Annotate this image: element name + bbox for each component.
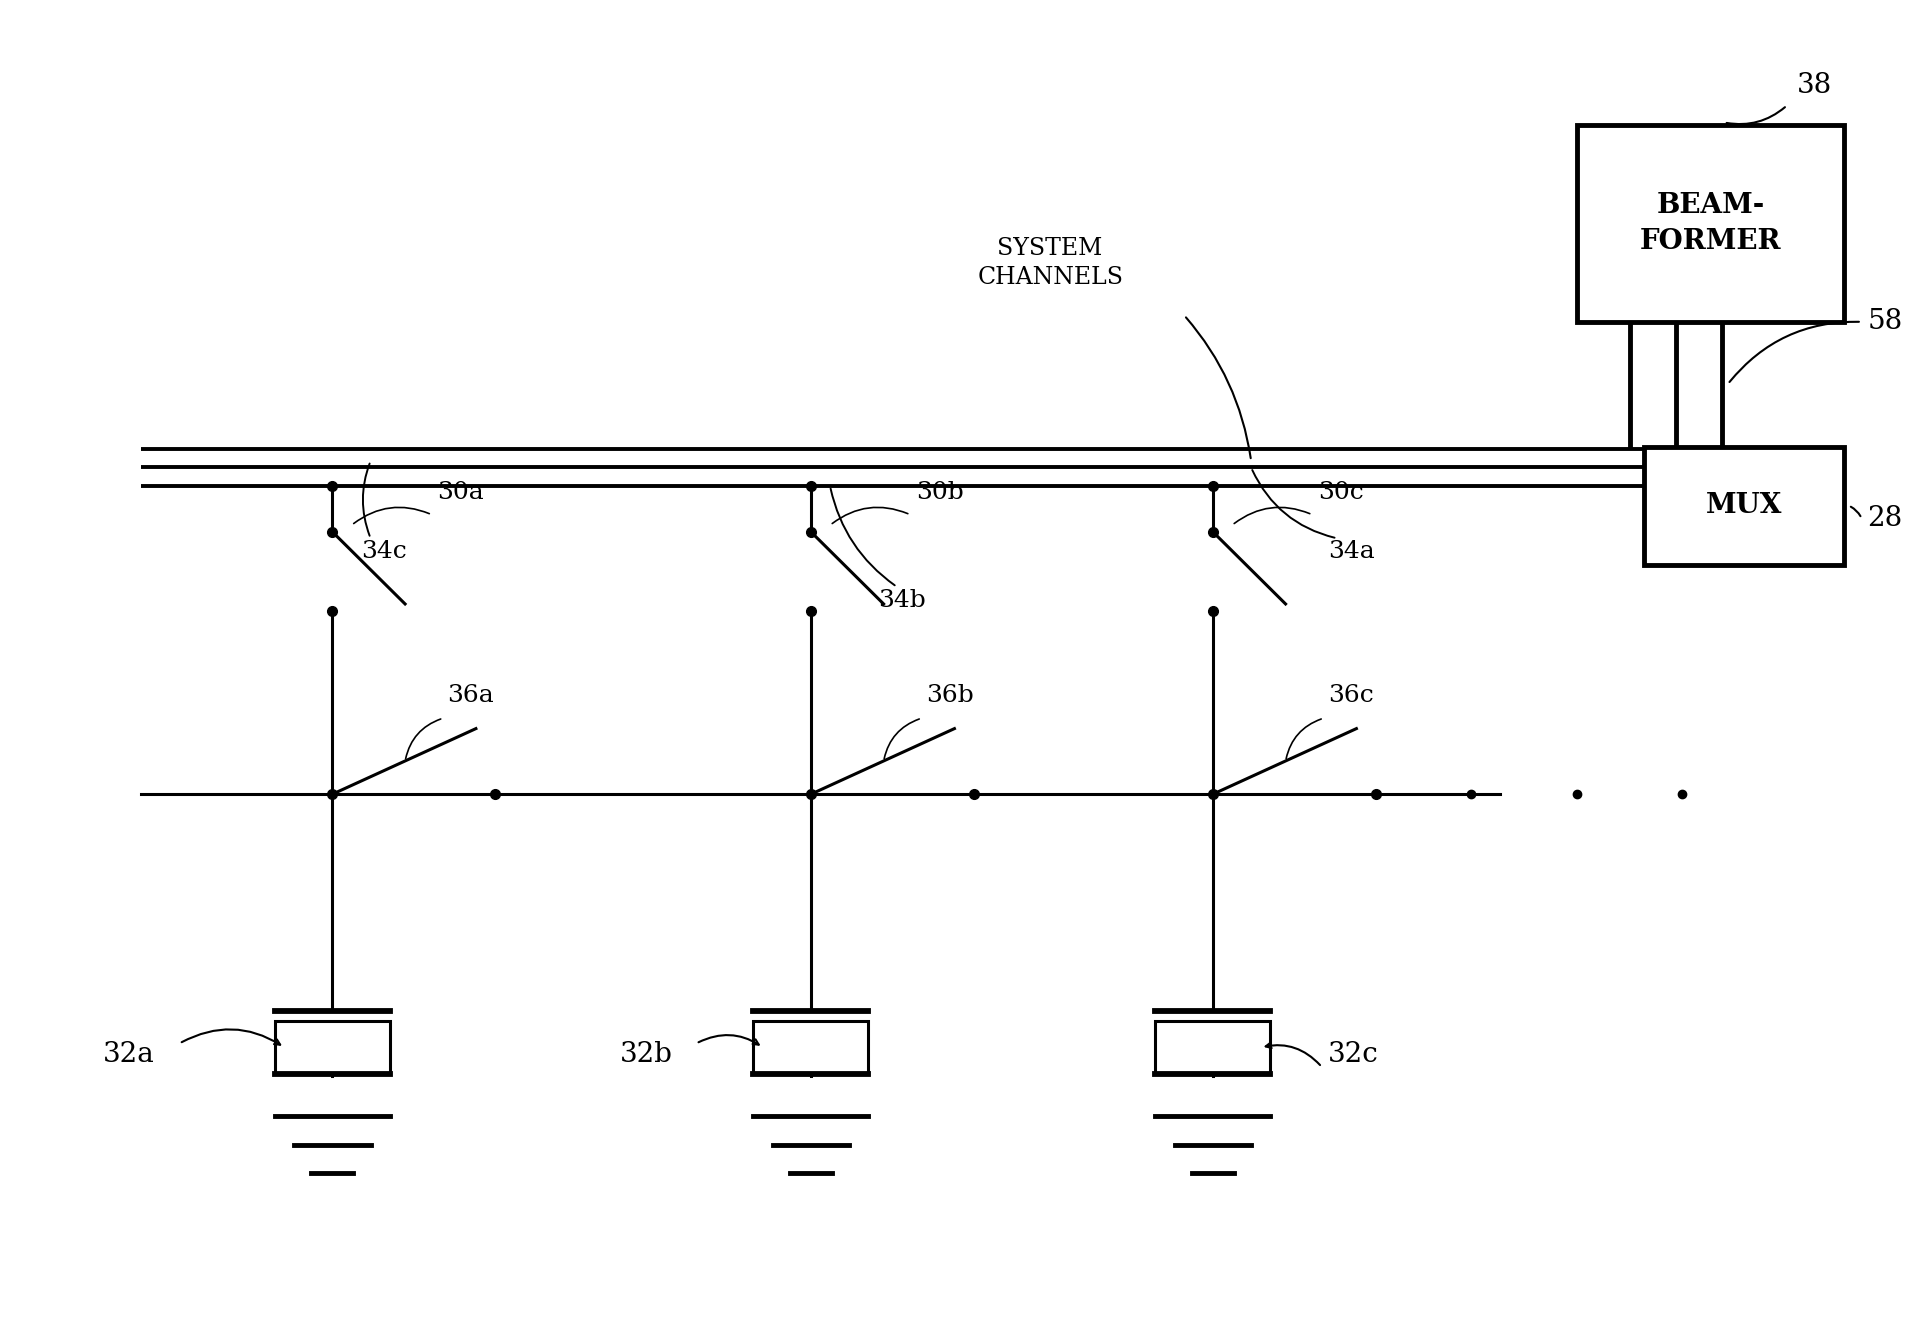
Text: 34b: 34b xyxy=(877,589,925,611)
Text: MUX: MUX xyxy=(1706,492,1781,518)
Text: 30c: 30c xyxy=(1319,481,1363,504)
Text: 32a: 32a xyxy=(102,1041,154,1067)
Text: 30a: 30a xyxy=(438,481,484,504)
Bar xyxy=(754,1021,868,1074)
Text: BEAM-
FORMER: BEAM- FORMER xyxy=(1639,192,1781,255)
Text: 28: 28 xyxy=(1868,505,1903,532)
Bar xyxy=(1643,447,1845,565)
Text: 36a: 36a xyxy=(447,684,494,707)
Text: 36c: 36c xyxy=(1328,684,1373,707)
Text: 38: 38 xyxy=(1797,72,1832,99)
Text: 32b: 32b xyxy=(619,1041,673,1067)
Text: 32c: 32c xyxy=(1328,1041,1379,1067)
Text: SYSTEM
CHANNELS: SYSTEM CHANNELS xyxy=(977,237,1124,289)
Bar xyxy=(1155,1021,1271,1074)
Bar xyxy=(1577,125,1845,322)
Text: 34a: 34a xyxy=(1328,540,1375,564)
Text: 34c: 34c xyxy=(361,540,407,564)
Text: 36b: 36b xyxy=(925,684,974,707)
Bar xyxy=(276,1021,389,1074)
Text: 58: 58 xyxy=(1868,309,1903,335)
Text: 30b: 30b xyxy=(916,481,964,504)
